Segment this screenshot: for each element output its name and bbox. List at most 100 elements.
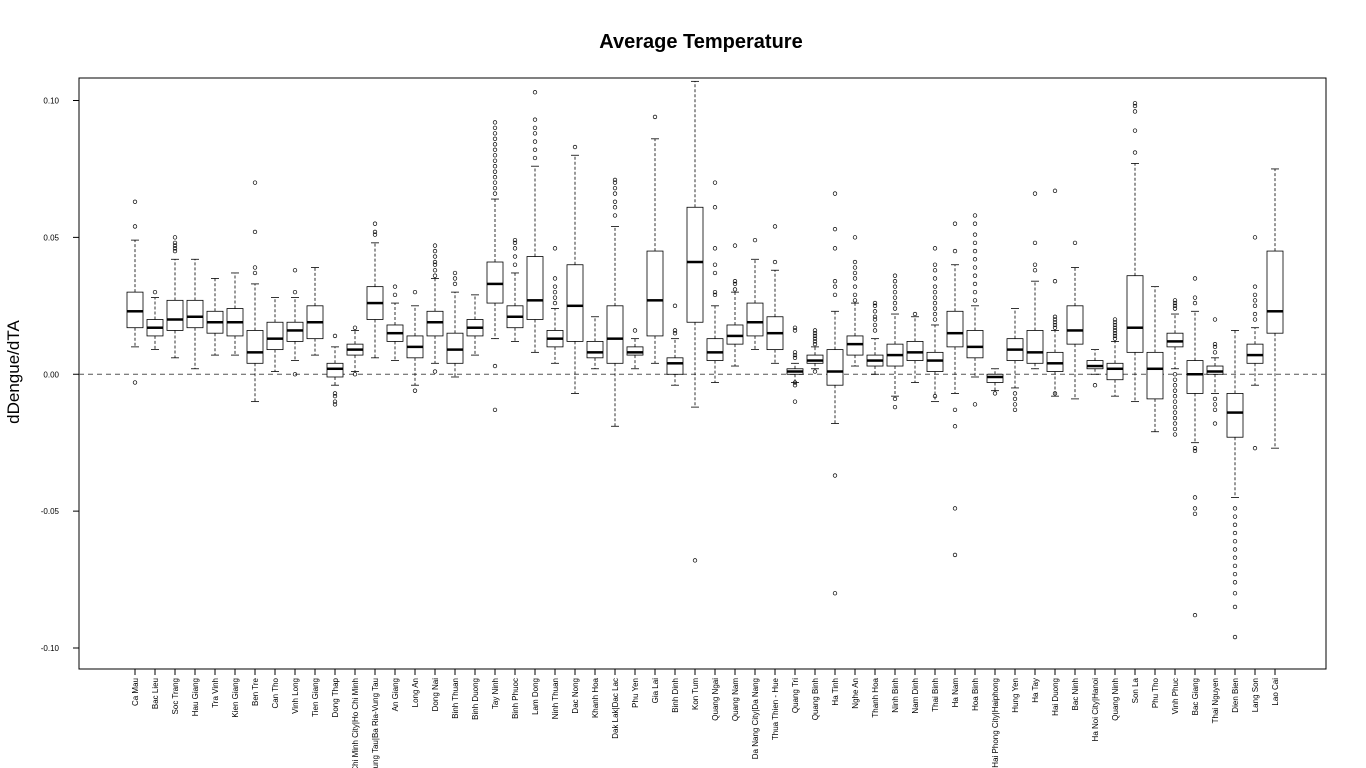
box-6 <box>226 272 244 356</box>
x-tick-label: Nam Dinh <box>911 678 920 714</box>
box-24 <box>586 316 604 370</box>
outlier-point <box>1232 571 1238 577</box>
box-52 <box>1146 286 1164 433</box>
outlier-point <box>612 205 618 210</box>
outlier-point <box>1252 298 1258 303</box>
outlier-point <box>932 300 938 306</box>
box-9 <box>286 268 304 377</box>
outlier-point <box>1112 328 1118 333</box>
outlier-point <box>552 276 558 281</box>
box-body <box>266 321 284 351</box>
box-1 <box>126 199 144 385</box>
outlier-point <box>1032 191 1038 196</box>
box-58 <box>1266 168 1284 449</box>
box-body <box>286 321 304 342</box>
outlier-point <box>832 284 838 289</box>
outlier-point <box>1252 292 1258 298</box>
x-tick-label: Tra Vinh <box>211 678 220 708</box>
box-body <box>926 351 944 372</box>
outlier-point <box>492 125 498 131</box>
outlier-point <box>712 262 718 267</box>
outlier-point <box>1212 396 1218 402</box>
box-46 <box>1026 191 1044 370</box>
box-10 <box>306 267 324 356</box>
box-54 <box>1186 276 1204 618</box>
outlier-point <box>452 276 458 281</box>
y-tick-label: 0.10 <box>43 97 59 106</box>
outlier-point <box>712 289 718 295</box>
outlier-point <box>1192 295 1198 300</box>
outlier-point <box>492 120 498 125</box>
outlier-point <box>532 125 538 131</box>
outlier-point <box>552 295 558 300</box>
box-body <box>626 346 644 356</box>
box-30 <box>706 180 724 383</box>
x-tick-label: An Giang <box>391 678 400 711</box>
box-13 <box>366 221 384 359</box>
outlier-point <box>1232 591 1238 596</box>
x-tick-label: Thai Binh <box>931 678 940 712</box>
outlier-point <box>492 174 498 180</box>
outlier-point <box>552 246 558 251</box>
outlier-point <box>892 273 898 278</box>
outlier-point <box>972 240 978 246</box>
x-tick-label: Ben Tre <box>251 677 260 706</box>
box-27 <box>646 114 664 364</box>
outlier-point <box>532 139 538 144</box>
outlier-point <box>1052 188 1058 193</box>
outlier-point <box>1112 333 1118 339</box>
outlier-point <box>1172 300 1178 306</box>
outlier-point <box>852 265 858 270</box>
outlier-point <box>1192 446 1198 451</box>
box-body <box>186 299 204 329</box>
x-tick-label: Hai Phong City|Haiphong <box>991 678 1000 768</box>
box-3 <box>166 235 184 359</box>
x-tick-label: Can Tho <box>271 677 280 708</box>
outlier-point <box>1232 539 1238 544</box>
box-45 <box>1006 308 1024 412</box>
x-tick-label: Ninh Binh <box>891 678 900 713</box>
outlier-point <box>1172 421 1178 426</box>
box-body <box>126 291 144 329</box>
outlier-point <box>692 558 698 563</box>
box-49 <box>1086 349 1104 388</box>
x-tick-label: Ninh Thuan <box>551 678 560 719</box>
outlier-point <box>712 270 718 276</box>
box-50 <box>1106 317 1124 397</box>
outlier-point <box>1232 634 1238 640</box>
outlier-point <box>1232 604 1238 610</box>
box-body <box>906 340 924 361</box>
x-tick-label: Binh Phuoc <box>511 678 520 719</box>
box-body <box>1226 393 1244 438</box>
box-body <box>606 305 624 364</box>
outlier-point <box>1112 320 1118 325</box>
outlier-point <box>932 268 938 273</box>
x-tick-label: Quang Binh <box>811 678 820 720</box>
outlier-point <box>1172 404 1178 410</box>
box-16 <box>426 243 444 374</box>
outlier-point <box>1112 325 1118 330</box>
outlier-point <box>1052 391 1058 396</box>
outlier-point <box>1232 547 1238 552</box>
outlier-point <box>512 240 518 246</box>
outlier-point <box>652 114 658 120</box>
outlier-point <box>1172 410 1178 415</box>
outlier-point <box>872 317 878 322</box>
outlier-point <box>492 180 498 185</box>
y-tick-label: -0.10 <box>41 644 60 653</box>
outlier-point <box>872 328 878 333</box>
x-tick-label: Kon Tum <box>691 678 700 710</box>
y-axis: -0.10 -0.05 0.00 0.05 0.10 <box>41 97 79 653</box>
box-body <box>846 335 864 356</box>
outlier-point <box>352 325 358 330</box>
box-body <box>1146 351 1164 400</box>
outlier-point <box>292 289 298 295</box>
box-53 <box>1166 298 1184 437</box>
outlier-point <box>1232 530 1238 536</box>
y-tick-label: -0.05 <box>41 507 60 516</box>
box-body <box>326 362 344 378</box>
outlier-point <box>952 424 958 429</box>
outlier-point <box>1252 317 1258 322</box>
outlier-point <box>1232 563 1238 569</box>
outlier-point <box>872 309 878 314</box>
